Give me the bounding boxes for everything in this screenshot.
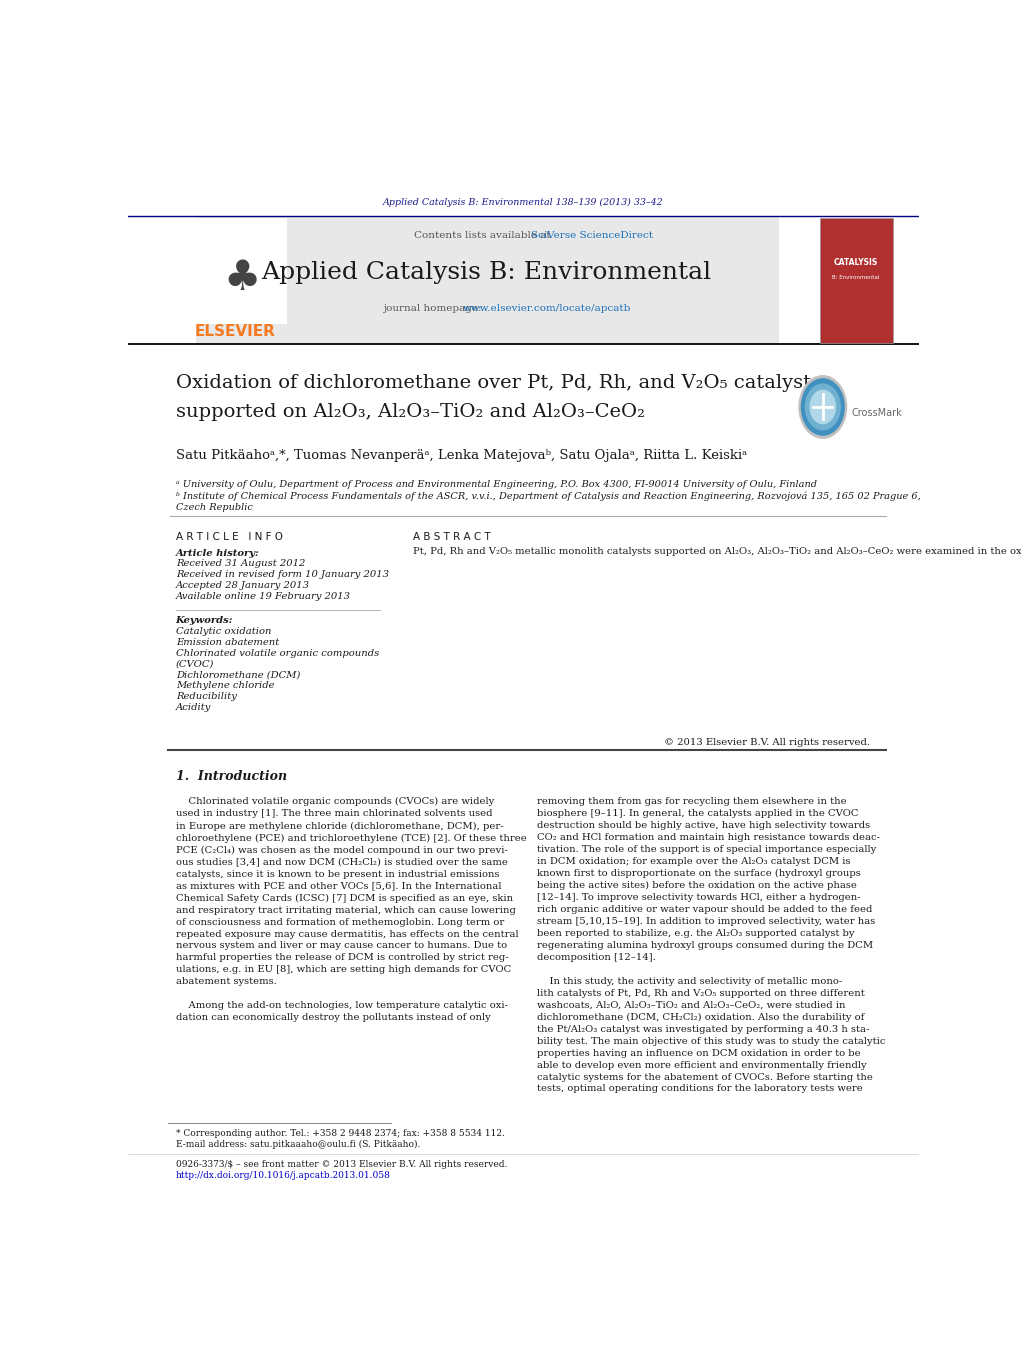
- Text: ᵇ Institute of Chemical Process Fundamentals of the ASCR, v.v.i., Department of : ᵇ Institute of Chemical Process Fundamen…: [176, 492, 920, 501]
- Text: Satu Pitkäahoᵃ,*, Tuomas Nevanperäᵃ, Lenka Matejovaᵇ, Satu Ojalaᵃ, Riitta L. Kei: Satu Pitkäahoᵃ,*, Tuomas Nevanperäᵃ, Len…: [176, 450, 746, 462]
- Text: CrossMark: CrossMark: [852, 408, 902, 419]
- Bar: [196, 219, 287, 324]
- Text: Accepted 28 January 2013: Accepted 28 January 2013: [176, 581, 309, 590]
- Text: A B S T R A C T: A B S T R A C T: [412, 532, 490, 542]
- Circle shape: [801, 378, 844, 435]
- Text: http://dx.doi.org/10.1016/j.apcatb.2013.01.058: http://dx.doi.org/10.1016/j.apcatb.2013.…: [176, 1171, 391, 1179]
- Bar: [196, 216, 779, 343]
- Text: Keywords:: Keywords:: [176, 616, 233, 626]
- Text: CATALYSIS: CATALYSIS: [834, 258, 878, 266]
- Text: SciVerse ScienceDirect: SciVerse ScienceDirect: [531, 231, 652, 239]
- Text: 0926-3373/$ – see front matter © 2013 Elsevier B.V. All rights reserved.: 0926-3373/$ – see front matter © 2013 El…: [176, 1161, 507, 1169]
- Text: removing them from gas for recycling them elsewhere in the
biosphere [9–11]. In : removing them from gas for recycling the…: [537, 797, 885, 1093]
- Text: ᵃ University of Oulu, Department of Process and Environmental Engineering, P.O. : ᵃ University of Oulu, Department of Proc…: [176, 480, 817, 489]
- Circle shape: [806, 384, 840, 430]
- Text: ELSEVIER: ELSEVIER: [194, 324, 275, 339]
- Text: Applied Catalysis B: Environmental: Applied Catalysis B: Environmental: [261, 261, 712, 284]
- Text: Oxidation of dichloromethane over Pt, Pd, Rh, and V₂O₅ catalysts: Oxidation of dichloromethane over Pt, Pd…: [176, 374, 821, 392]
- Bar: [820, 219, 893, 343]
- Text: * Corresponding author. Tel.: +358 2 9448 2374; fax: +358 8 5534 112.: * Corresponding author. Tel.: +358 2 944…: [176, 1129, 504, 1139]
- Text: www.elsevier.com/locate/apcatb: www.elsevier.com/locate/apcatb: [463, 304, 631, 313]
- Circle shape: [810, 390, 835, 424]
- Text: Emission abatement: Emission abatement: [176, 638, 279, 647]
- Circle shape: [799, 376, 846, 438]
- Bar: [128, 343, 919, 345]
- Text: Catalytic oxidation: Catalytic oxidation: [176, 627, 272, 636]
- Text: ♣: ♣: [223, 257, 260, 299]
- Text: © 2013 Elsevier B.V. All rights reserved.: © 2013 Elsevier B.V. All rights reserved…: [664, 738, 870, 747]
- Text: 1.  Introduction: 1. Introduction: [176, 770, 287, 784]
- Text: supported on Al₂O₃, Al₂O₃–TiO₂ and Al₂O₃–CeO₂: supported on Al₂O₃, Al₂O₃–TiO₂ and Al₂O₃…: [176, 403, 644, 422]
- Text: Contents lists available at: Contents lists available at: [415, 231, 554, 239]
- Text: A R T I C L E   I N F O: A R T I C L E I N F O: [176, 532, 283, 542]
- Text: journal homepage:: journal homepage:: [383, 304, 485, 313]
- Text: E-mail address: satu.pitkaaaho@oulu.fi (S. Pitkäaho).: E-mail address: satu.pitkaaaho@oulu.fi (…: [176, 1140, 420, 1150]
- Text: B: Environmental: B: Environmental: [832, 276, 880, 280]
- Text: Received in revised form 10 January 2013: Received in revised form 10 January 2013: [176, 570, 389, 580]
- Text: Available online 19 February 2013: Available online 19 February 2013: [176, 592, 350, 601]
- Text: Received 31 August 2012: Received 31 August 2012: [176, 559, 305, 569]
- Text: Reducibility: Reducibility: [176, 692, 237, 701]
- Text: Czech Republic: Czech Republic: [176, 503, 252, 512]
- Text: Article history:: Article history:: [176, 550, 259, 558]
- Text: Chlorinated volatile organic compounds
(CVOC): Chlorinated volatile organic compounds (…: [176, 648, 379, 669]
- Text: Applied Catalysis B: Environmental 138–139 (2013) 33–42: Applied Catalysis B: Environmental 138–1…: [383, 197, 664, 207]
- Text: Dichloromethane (DCM): Dichloromethane (DCM): [176, 670, 300, 680]
- Text: Acidity: Acidity: [176, 703, 211, 712]
- Text: Pt, Pd, Rh and V₂O₅ metallic monolith catalysts supported on Al₂O₃, Al₂O₃–TiO₂ a: Pt, Pd, Rh and V₂O₅ metallic monolith ca…: [412, 547, 1021, 557]
- Text: Methylene chloride: Methylene chloride: [176, 681, 275, 690]
- Text: Chlorinated volatile organic compounds (CVOCs) are widely
used in industry [1]. : Chlorinated volatile organic compounds (…: [176, 797, 527, 1023]
